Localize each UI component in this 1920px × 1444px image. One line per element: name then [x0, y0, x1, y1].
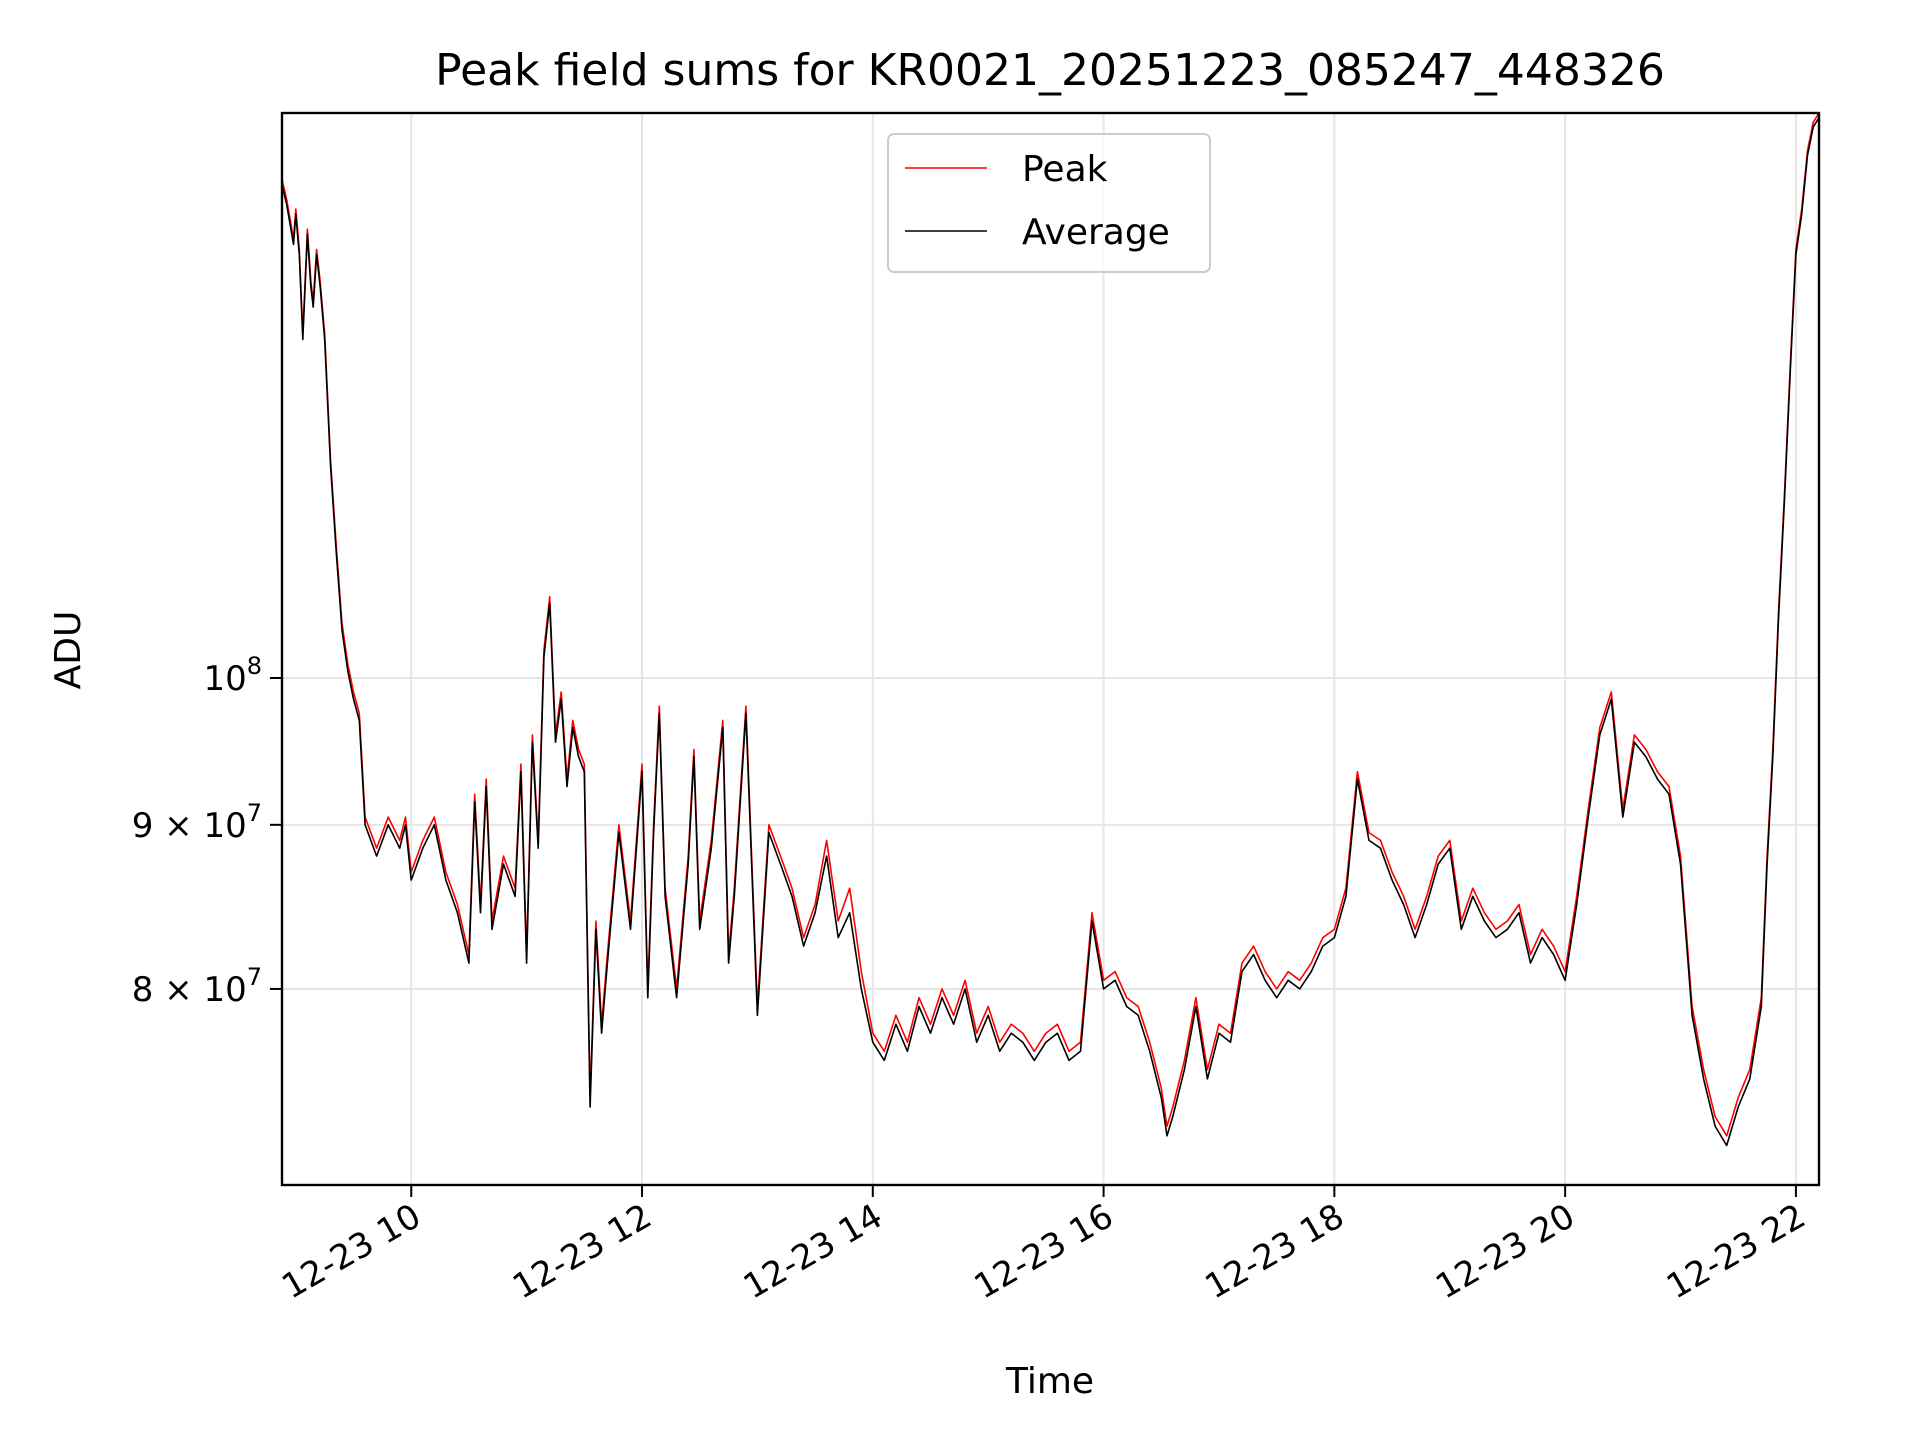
- legend-label-peak: Peak: [1022, 149, 1108, 190]
- y-tick-label: 9 × 107: [132, 799, 262, 846]
- legend: Peak Average: [887, 133, 1211, 273]
- plot-area-frame: [280, 111, 1821, 1187]
- y-tick-exponent: 8: [247, 652, 262, 680]
- x-axis-label: Time: [1005, 1361, 1094, 1402]
- legend-label-average: Average: [1022, 212, 1170, 253]
- y-tick-label: 108: [203, 652, 262, 699]
- series-line-peak: [281, 112, 1820, 1137]
- y-tick-base: 10: [203, 659, 246, 699]
- y-tick-exponent: 7: [247, 799, 262, 827]
- chart-title: Peak field sums for KR0021_20251223_0852…: [435, 45, 1665, 96]
- y-tick-exponent: 7: [247, 963, 262, 991]
- series-lines: [281, 112, 1820, 1147]
- y-tick-base: 8 × 10: [132, 970, 247, 1010]
- y-tick-base: 9 × 10: [132, 806, 247, 846]
- y-tick-label: 8 × 107: [132, 963, 262, 1010]
- y-axis-label: ADU: [48, 611, 89, 690]
- series-line-average: [281, 117, 1820, 1147]
